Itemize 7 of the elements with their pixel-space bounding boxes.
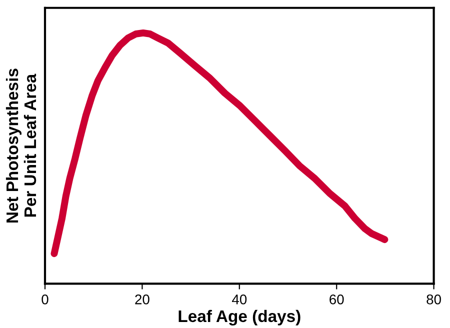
- y-axis-title: Net Photosynthesis Per Unit Leaf Area: [6, 68, 36, 222]
- x-tick-label: 60: [330, 294, 344, 304]
- x-axis-title: Leaf Age (days): [178, 310, 300, 326]
- x-tick-label: 80: [426, 294, 441, 304]
- x-tick-label: 20: [135, 294, 150, 304]
- x-tick-label: 0: [42, 294, 48, 304]
- x-tick-label: 40: [232, 294, 247, 304]
